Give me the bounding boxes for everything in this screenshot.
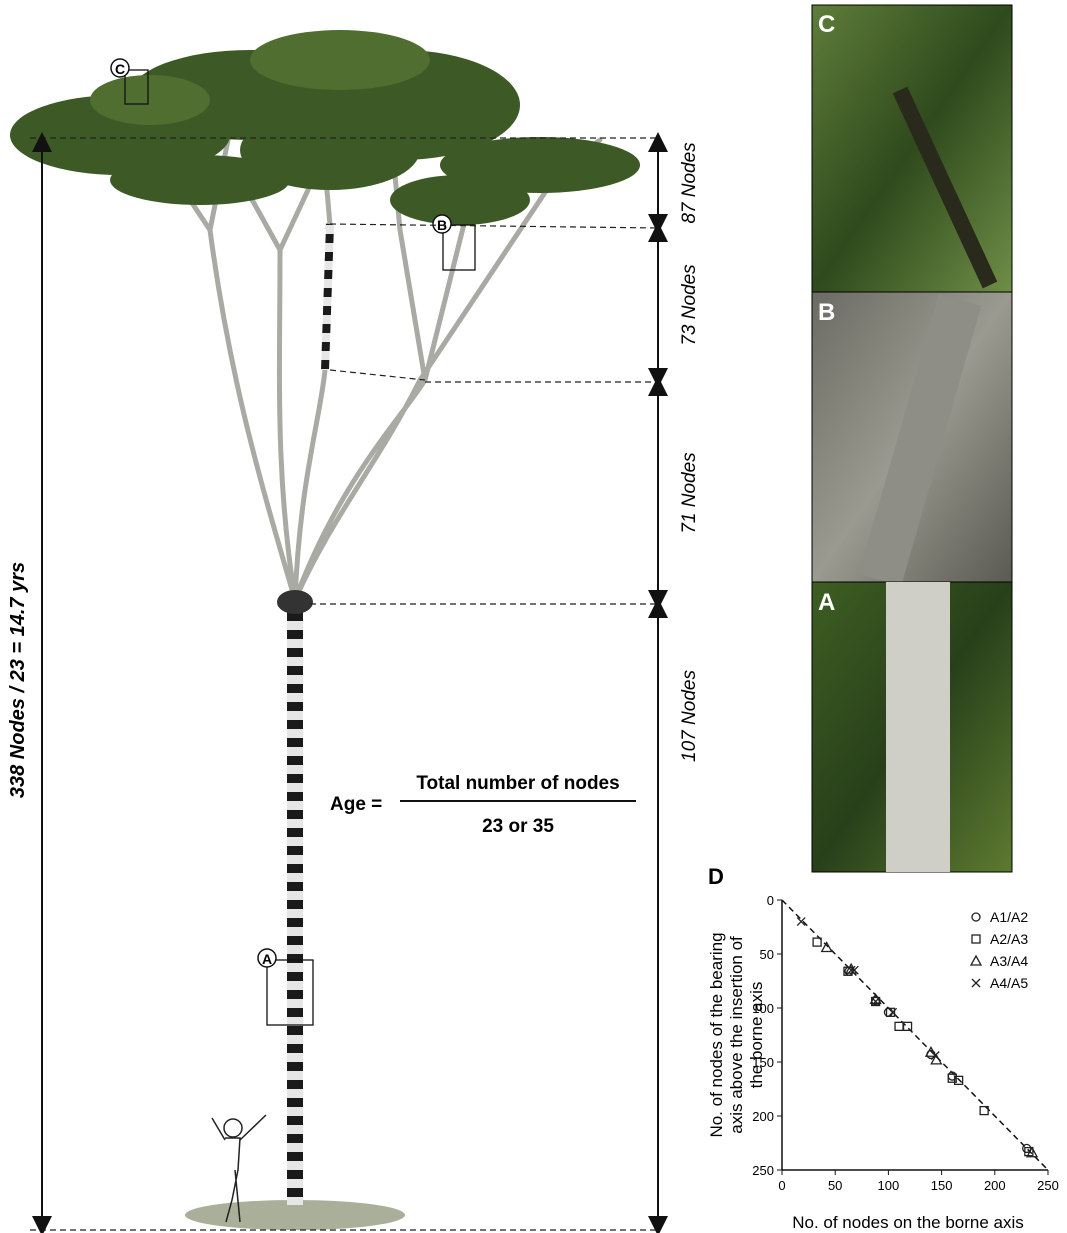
legend-label: A1/A2 [990, 909, 1028, 925]
formula-denominator: 23 or 35 [482, 816, 554, 837]
y-tick-label: 150 [752, 1055, 774, 1070]
formula-numerator: Total number of nodes [416, 773, 619, 794]
callout-label: C [115, 61, 125, 77]
legend-label: A3/A4 [990, 953, 1028, 969]
photo-panels: C B A [812, 5, 1012, 872]
total-label: 338 Nodes / 23 = 14.7 yrs [7, 562, 29, 798]
point [889, 1008, 897, 1016]
y-tick-label: 200 [752, 1109, 774, 1124]
segment-label: 73 Nodes [679, 264, 700, 346]
segment-label: 71 Nodes [679, 452, 700, 534]
x-tick-label: 250 [1037, 1178, 1059, 1193]
node-annotations: 87 Nodes 73 Nodes 71 Nodes 107 Nodes 338… [7, 138, 700, 1230]
panel-label: B [818, 299, 835, 326]
point [971, 956, 981, 965]
legend-label: A2/A3 [990, 931, 1028, 947]
x-axis-title: No. of nodes on the borne axis [792, 1213, 1024, 1232]
panel-label: D [708, 864, 724, 889]
point [972, 979, 980, 987]
y-tick-label: 100 [752, 1001, 774, 1016]
panel-label: A [818, 589, 835, 616]
y-axis-title: axis above the insertion of [727, 936, 746, 1134]
tree-illustration: A B C [10, 30, 640, 1230]
point [895, 1022, 903, 1030]
x-tick-label: 200 [984, 1178, 1006, 1193]
guide-line [330, 370, 425, 380]
point [822, 943, 832, 952]
scatter-chart: D No. of nodes on the borne axis No. of … [707, 864, 1059, 1232]
point [972, 913, 980, 921]
segment-label: 107 Nodes [679, 670, 700, 762]
panel-label: C [818, 11, 835, 38]
segment-label: 87 Nodes [679, 142, 700, 224]
formula-lhs: Age = [330, 794, 382, 815]
y-axis-title: No. of nodes of the bearing [707, 932, 726, 1137]
guide-line [330, 224, 660, 228]
x-tick-label: 0 [778, 1178, 785, 1193]
formula: Age = Total number of nodes 23 or 35 [330, 773, 636, 837]
point [884, 1008, 892, 1016]
y-axis-title: the borne axis [747, 982, 766, 1089]
point [972, 935, 980, 943]
legend-label: A4/A5 [990, 975, 1028, 991]
x-tick-label: 50 [828, 1178, 842, 1193]
y-tick-label: 0 [767, 893, 774, 908]
x-tick-label: 150 [931, 1178, 953, 1193]
y-tick-label: 50 [760, 947, 774, 962]
x-tick-label: 100 [878, 1178, 900, 1193]
callout-label: A [262, 951, 272, 967]
photo-trunk [886, 582, 950, 872]
y-tick-label: 250 [752, 1163, 774, 1178]
figure: A B C 87 Nodes 73 Nodes 71 Nodes 107 Nod… [0, 0, 1067, 1233]
